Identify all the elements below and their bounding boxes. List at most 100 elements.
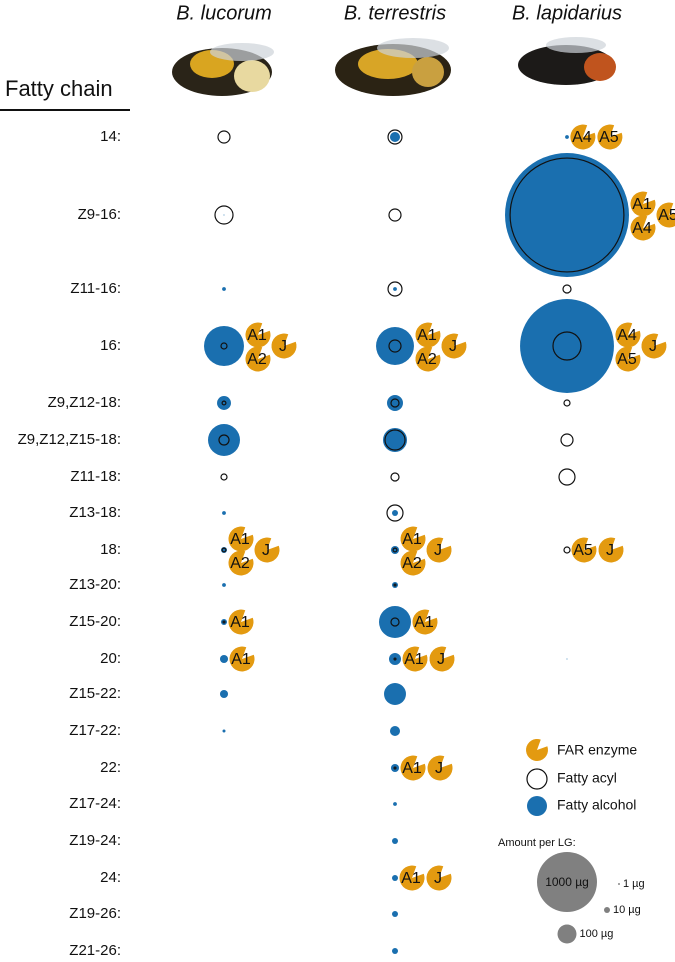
fatty-acyl-bubble xyxy=(563,399,571,407)
enzyme-label: A5 xyxy=(599,129,619,146)
size-legend-bubble xyxy=(618,883,620,885)
enzyme-label: J xyxy=(262,542,270,559)
enzyme-icon xyxy=(441,333,467,359)
fatty-alcohol-bubble xyxy=(520,299,614,393)
enzyme-icon xyxy=(228,609,254,635)
enzyme-label: A4 xyxy=(617,327,637,344)
enzyme-icon xyxy=(412,609,438,635)
enzyme-icon xyxy=(402,646,428,672)
fatty-alcohol-bubble xyxy=(219,654,229,664)
far-enzyme: A2 xyxy=(228,550,254,576)
size-legend-bubble xyxy=(537,852,597,912)
size-legend-label: 10 µg xyxy=(613,904,641,916)
row-label: Z15-20: xyxy=(69,613,121,630)
fatty-acyl-bubble xyxy=(563,546,571,554)
bee-illustrations xyxy=(172,37,616,96)
row-label: Z17-24: xyxy=(69,795,121,812)
fatty-acyl-bubble xyxy=(509,157,625,273)
fatty-alcohol-bubble xyxy=(505,153,629,277)
fatty-acyl-bubble xyxy=(558,468,576,486)
enzyme-icon xyxy=(400,550,426,576)
enzyme-label: J xyxy=(437,651,445,668)
fatty-alcohol-bubble xyxy=(379,606,411,638)
far-enzyme: J xyxy=(426,865,452,891)
enzyme-icon xyxy=(429,646,455,672)
fatty-alcohol-bubble xyxy=(392,510,398,516)
enzyme-icon xyxy=(656,202,675,228)
far-enzyme: A1 xyxy=(402,646,428,672)
enzyme-icon xyxy=(228,550,254,576)
row-label: Z9-16: xyxy=(78,206,121,223)
enzyme-label: A5 xyxy=(617,351,637,368)
fatty-acyl-bubble xyxy=(392,547,398,553)
fatty-alcohol-bubble xyxy=(387,395,403,411)
far-enzyme: A5 xyxy=(656,202,675,228)
fatty-alcohol-bubble xyxy=(392,911,398,917)
far-enzyme: J xyxy=(598,537,624,563)
enzyme-label: J xyxy=(606,542,614,559)
row-label: Z11-18: xyxy=(70,468,121,485)
far-enzyme: J xyxy=(429,646,455,672)
enzyme-icon xyxy=(426,537,452,563)
legend-alcohol-icon xyxy=(527,796,547,816)
enzyme-icon xyxy=(427,755,453,781)
fatty-acyl-bubble xyxy=(221,547,227,553)
far-enzyme: A1 xyxy=(228,609,254,635)
fatty-acyl-bubble xyxy=(387,281,403,297)
row-label: Z15-22: xyxy=(69,685,121,702)
enzyme-label: A2 xyxy=(402,555,422,572)
enzyme-icon xyxy=(630,191,656,217)
legend-label: Fatty alcohol xyxy=(557,797,636,813)
row-label: 16: xyxy=(100,337,121,354)
enzyme-label: J xyxy=(434,542,442,559)
far-enzyme: A2 xyxy=(400,550,426,576)
row-label: 20: xyxy=(100,650,121,667)
fatty-alcohol-bubble xyxy=(565,135,569,139)
fatty-acyl-bubble xyxy=(562,284,572,294)
fatty-acyl-bubble xyxy=(220,473,228,481)
enzyme-icon xyxy=(228,526,254,552)
enzyme-icon xyxy=(615,346,641,372)
enzyme-label: A1 xyxy=(414,614,434,631)
size-legend-label: 1 µg xyxy=(623,878,645,890)
fatty-acyl-bubble xyxy=(384,429,406,451)
row-label: Z21-26: xyxy=(69,942,121,959)
enzyme-label: A1 xyxy=(231,651,251,668)
fatty-acyl-bubble xyxy=(552,331,582,361)
enzyme-icon xyxy=(426,865,452,891)
enzyme-icon xyxy=(400,526,426,552)
y-axis-label: Fatty chain xyxy=(5,76,113,101)
fatty-alcohol-bubble xyxy=(393,802,397,806)
row-label: Z17-22: xyxy=(69,722,121,739)
fatty-alcohol-bubble xyxy=(392,582,398,588)
size-legend-bubble xyxy=(557,924,577,944)
size-legend-title: Amount per LG: xyxy=(498,837,576,849)
enzyme-label: J xyxy=(435,760,443,777)
enzyme-icon xyxy=(245,322,271,348)
enzyme-label: A4 xyxy=(572,129,592,146)
far-enzyme: A1 xyxy=(229,646,255,672)
enzyme-icon xyxy=(400,755,426,781)
enzyme-label: A1 xyxy=(230,531,250,548)
enzyme-icon xyxy=(630,215,656,241)
species-name: B. lucorum xyxy=(176,2,272,24)
fatty-acyl-bubble xyxy=(222,620,226,624)
far-enzyme: J xyxy=(641,333,667,359)
enzyme-label: A1 xyxy=(402,531,422,548)
enzyme-label: A2 xyxy=(247,351,267,368)
fatty-acyl-bubble xyxy=(218,434,230,446)
fatty-alcohol-bubble xyxy=(222,511,226,515)
fatty-acyl-bubble xyxy=(386,504,404,522)
size-legend-bubble xyxy=(604,907,610,913)
far-enzyme: J xyxy=(426,537,452,563)
enzyme-label: J xyxy=(649,338,657,355)
far-enzyme: A5 xyxy=(615,346,641,372)
enzyme-label: A1 xyxy=(632,196,652,213)
size-legend-label: 1000 µg xyxy=(545,875,589,889)
far-enzyme: J xyxy=(441,333,467,359)
enzyme-icon xyxy=(598,537,624,563)
enzyme-icon xyxy=(597,124,623,150)
fatty-acyl-bubble xyxy=(221,400,227,406)
fatty-acyl-bubble xyxy=(390,472,400,482)
